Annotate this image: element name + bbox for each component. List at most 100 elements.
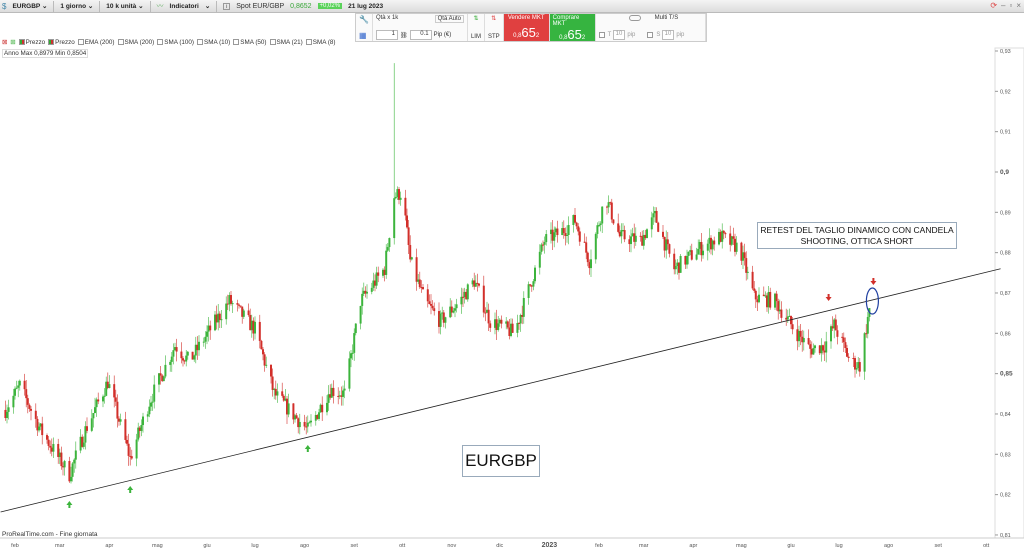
candle-body	[209, 325, 212, 331]
candle-body	[321, 404, 324, 413]
buy-arrow-icon	[66, 501, 73, 508]
candle-body	[180, 351, 183, 359]
candle-body	[791, 324, 794, 330]
candle-body	[129, 455, 132, 457]
sync-icon[interactable]: ⟳	[990, 1, 998, 10]
candle-body	[562, 228, 565, 234]
candle-body	[270, 364, 272, 377]
candle-body	[766, 295, 768, 308]
candle-body	[407, 227, 410, 246]
candle-body	[60, 452, 63, 467]
add-icon[interactable]: ⊞	[10, 39, 16, 46]
candle-body	[444, 317, 447, 323]
indicators-button[interactable]: Indicatori	[169, 2, 199, 10]
candle-body	[567, 224, 570, 235]
candle-body	[404, 197, 407, 216]
candle-body	[702, 250, 704, 256]
candle-body	[673, 253, 676, 270]
indicator-sma-10[interactable]: SMA (10)	[197, 39, 230, 46]
candle-body	[196, 344, 199, 351]
buy-arrow-icon	[304, 445, 311, 452]
candle-body	[521, 314, 524, 317]
candle-body	[465, 291, 468, 300]
t-unit: pip	[627, 32, 636, 38]
stp-button[interactable]: ⇅ STP	[485, 14, 504, 41]
candle-body	[308, 422, 311, 424]
indicator-price[interactable]: Prezzo	[18, 39, 45, 46]
candle-body	[657, 222, 660, 232]
y-tick-label: 0,83	[1000, 452, 1011, 458]
candle-body	[623, 230, 626, 240]
candle-body	[663, 236, 666, 251]
minimize-icon[interactable]: –	[1001, 1, 1006, 10]
x-tick-label: 2023	[542, 542, 558, 549]
indicators-caret[interactable]: ⌄	[204, 3, 211, 10]
candle-body	[231, 303, 234, 305]
link-icon[interactable]: ⛓	[399, 32, 408, 39]
candle-body	[753, 288, 756, 291]
indicator-label: SMA (10)	[204, 39, 231, 46]
info-icon[interactable]: i	[223, 2, 231, 10]
candle-body	[193, 355, 196, 360]
x-tick-label: ott	[399, 543, 406, 549]
candle-body	[713, 240, 716, 245]
candle-body	[676, 262, 679, 267]
candle-body	[348, 358, 351, 389]
calendar-icon[interactable]: ▦	[359, 31, 367, 40]
candle-body	[28, 404, 31, 409]
y-tick-label: 0,9	[1000, 169, 1009, 176]
indicator-sma-8[interactable]: SMA (8)	[305, 39, 336, 46]
qty-input[interactable]: 1	[375, 30, 398, 40]
indicator-ema-200[interactable]: EMA (200)	[77, 39, 115, 46]
symbol-selector[interactable]: EURGBP ⌄	[12, 3, 48, 10]
candle-body	[417, 279, 420, 282]
close-icon[interactable]: ×	[1016, 1, 1021, 10]
candle-body	[426, 289, 429, 302]
candle-body	[62, 466, 64, 468]
candle-body	[606, 206, 608, 208]
sell-arrow-icon	[825, 294, 832, 301]
timeframe-selector[interactable]: 1 giorno ⌄	[60, 3, 94, 10]
candle-body	[49, 445, 52, 448]
indicator-sma-21[interactable]: SMA (21)	[269, 39, 303, 46]
candle-body	[41, 423, 44, 436]
indicator-sma-100[interactable]: SMA (100)	[157, 39, 194, 46]
candle-body	[150, 402, 152, 407]
s-input[interactable]: 10	[662, 30, 675, 40]
t-input[interactable]: 10	[613, 30, 626, 40]
multi-ts-toggle[interactable]	[628, 15, 641, 21]
size-selector[interactable]: 10 k unità ⌄	[106, 3, 144, 10]
candle-body	[226, 303, 229, 305]
candle-body	[497, 323, 500, 330]
candle-body	[306, 422, 309, 427]
lim-button[interactable]: ⇅ LIM	[468, 14, 485, 41]
sell-price-big: 65	[521, 25, 536, 40]
candle-body	[118, 418, 120, 422]
stp-icon: ⇅	[491, 16, 497, 22]
pip-input[interactable]: 0.1	[409, 30, 432, 40]
candle-body	[15, 387, 18, 389]
candle-body	[73, 459, 76, 464]
candle-body	[594, 233, 597, 260]
sell-market-button[interactable]: Vendere MKT 0,8652	[503, 14, 550, 41]
restore-icon[interactable]: ▫	[1009, 1, 1013, 10]
candle-body	[439, 313, 442, 327]
candle-body	[518, 322, 520, 324]
candle-body	[802, 338, 805, 343]
s-checkbox[interactable]	[647, 32, 654, 38]
candle-body	[142, 416, 144, 426]
candle-body	[642, 234, 645, 246]
indicator-sma-50[interactable]: SMA (50)	[233, 39, 267, 46]
sell-price-prefix: 0,8	[513, 33, 522, 39]
qty-auto-toggle[interactable]: Qtà Auto	[434, 15, 464, 23]
t-checkbox[interactable]	[598, 32, 605, 38]
buy-market-button[interactable]: Comprare MKT 0,8652	[549, 14, 596, 42]
remove-icon[interactable]: ⊠	[2, 39, 8, 46]
trading-panel: 🔧 ▦ Qtà x 1k Qtà Auto 1 ⛓ 0.1 Pip (€) ⇅ LIM ⇅…	[355, 13, 707, 42]
wrench-icon[interactable]: 🔧	[359, 15, 369, 24]
candle-body	[505, 321, 508, 324]
indicator-price-2[interactable]: Prezzo	[48, 39, 75, 46]
x-tick-label: mar	[55, 543, 65, 549]
indicator-sma-200[interactable]: SMA (200)	[117, 39, 154, 46]
